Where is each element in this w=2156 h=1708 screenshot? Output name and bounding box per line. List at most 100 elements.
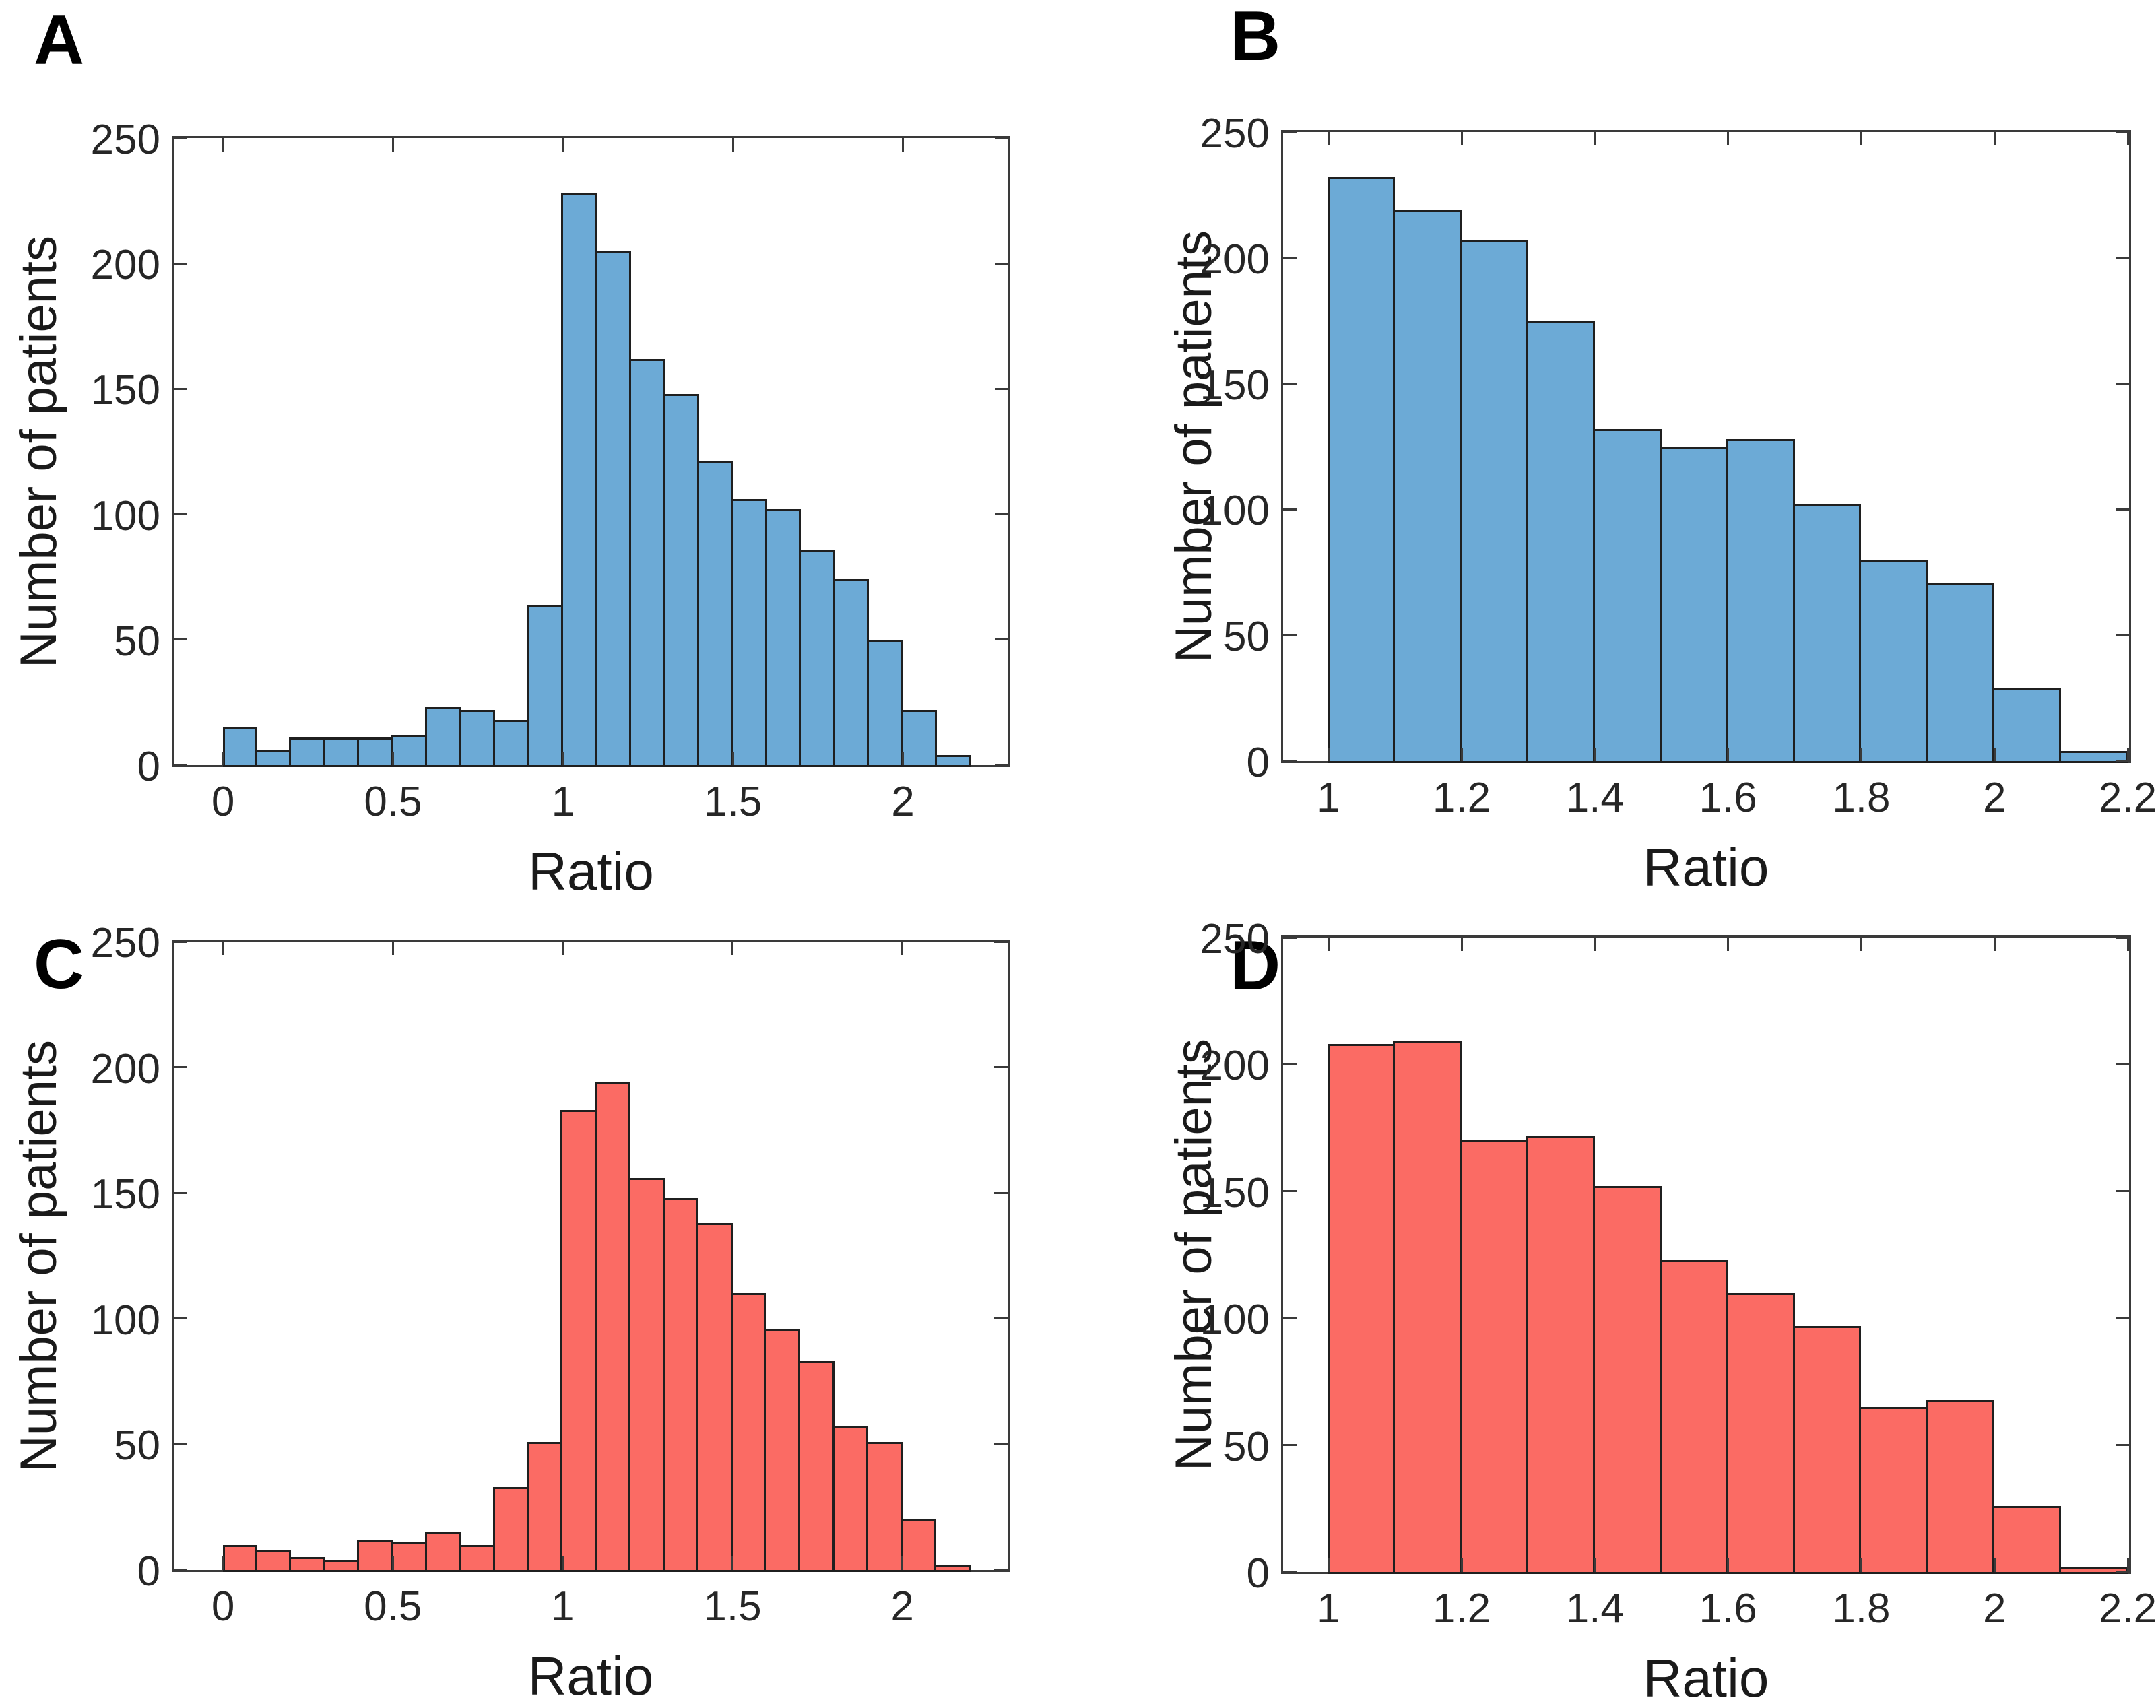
x-tick-label: 2.2 xyxy=(2098,1585,2156,1632)
histogram-bar xyxy=(730,1293,766,1572)
histogram-bar xyxy=(1526,1135,1595,1574)
axis-tick xyxy=(902,752,905,765)
axis-tick xyxy=(1727,748,1730,761)
y-tick-label: 0 xyxy=(137,1548,160,1595)
axis-tick xyxy=(731,752,734,765)
histogram-bar xyxy=(391,735,427,767)
x-tick-label: 1.4 xyxy=(1565,775,1624,821)
x-tick-label: 2.2 xyxy=(2098,775,2156,821)
axis-tick xyxy=(1327,748,1330,761)
histogram-bar xyxy=(492,719,529,767)
x-axis-label: Ratio xyxy=(527,1646,654,1706)
histogram-bar xyxy=(1460,240,1528,763)
axis-tick xyxy=(1283,1190,1297,1193)
histogram-bar xyxy=(526,1441,563,1572)
axis-tick xyxy=(1727,1558,1730,1572)
axis-tick xyxy=(174,638,187,641)
axis-tick xyxy=(1327,1558,1330,1572)
axis-tick xyxy=(1860,938,1862,951)
axis-tick xyxy=(1327,938,1330,951)
axis-tick xyxy=(1993,132,1996,145)
axis-tick xyxy=(902,138,905,152)
axis-tick xyxy=(994,1066,1008,1069)
y-tick-label: 50 xyxy=(1223,614,1270,661)
histogram-bar xyxy=(696,461,733,767)
panel-letter: C xyxy=(34,925,86,1004)
axis-tick xyxy=(1460,1558,1463,1572)
axis-tick xyxy=(995,262,1008,265)
axis-tick xyxy=(1594,748,1596,761)
histogram-bar xyxy=(289,737,325,767)
histogram-bar xyxy=(527,604,563,767)
axis-tick xyxy=(2116,131,2129,133)
x-tick-label: 0 xyxy=(211,1583,235,1630)
histogram-bar xyxy=(323,737,360,767)
x-tick-label: 2 xyxy=(1982,775,2006,821)
y-tick-label: 250 xyxy=(90,920,160,966)
axis-tick xyxy=(1860,748,1862,761)
axis-tick xyxy=(2116,1317,2129,1319)
x-axis-label: Ratio xyxy=(528,841,654,901)
histogram-bar xyxy=(288,1557,325,1572)
x-tick-label: 2 xyxy=(891,779,915,825)
axis-tick xyxy=(1460,132,1463,145)
axis-tick xyxy=(1283,131,1297,133)
y-tick-label: 100 xyxy=(1200,488,1270,535)
axis-tick xyxy=(2116,760,2129,762)
histogram-bar xyxy=(1926,582,1995,763)
x-tick-label: 1 xyxy=(551,1583,575,1630)
axis-tick xyxy=(391,1556,394,1570)
histogram-bar xyxy=(901,710,937,767)
axis-tick xyxy=(2126,748,2129,761)
x-tick-label: 1 xyxy=(551,779,575,825)
axis-tick xyxy=(174,262,187,265)
y-tick-label: 0 xyxy=(1246,740,1270,786)
histogram-bar xyxy=(323,1560,359,1572)
histogram-bar xyxy=(459,1544,495,1572)
axis-tick xyxy=(562,138,564,152)
axis-tick xyxy=(901,1556,904,1570)
histogram-bar xyxy=(764,509,802,767)
axis-tick xyxy=(1283,1444,1297,1447)
histogram-bar xyxy=(1726,438,1795,763)
axis-tick xyxy=(222,1556,224,1570)
axis-tick xyxy=(174,1066,187,1069)
histogram-bar xyxy=(1992,1506,2062,1574)
axis-tick xyxy=(174,1569,187,1571)
axis-tick xyxy=(2116,634,2129,636)
axis-tick xyxy=(1283,760,1297,762)
histogram-bar xyxy=(663,393,699,767)
histogram-bar xyxy=(866,1441,903,1572)
axis-tick xyxy=(222,752,224,765)
histogram-bar xyxy=(1792,1325,1862,1574)
histogram-bar xyxy=(2059,751,2128,763)
histogram-bar xyxy=(867,639,903,767)
axis-tick xyxy=(1993,1558,1996,1572)
histogram-bar xyxy=(424,1532,461,1572)
axis-tick xyxy=(1594,132,1596,145)
axis-tick xyxy=(222,942,224,955)
histogram-bar xyxy=(628,358,665,767)
x-tick-label: 1.5 xyxy=(704,779,762,825)
histogram-bar xyxy=(424,707,461,767)
axis-tick xyxy=(994,1443,1008,1445)
axis-tick xyxy=(731,1556,734,1570)
y-axis-label: Number of patients xyxy=(1165,230,1222,663)
x-tick-label: 1.2 xyxy=(1432,775,1491,821)
axis-tick xyxy=(2126,1558,2129,1572)
y-tick-label: 100 xyxy=(90,1296,160,1344)
y-tick-label: 200 xyxy=(1200,236,1270,283)
histogram-bar xyxy=(459,710,495,767)
x-tick-label: 1.6 xyxy=(1699,775,1757,821)
x-tick-label: 1.8 xyxy=(1832,775,1891,821)
y-tick-label: 150 xyxy=(1200,362,1270,409)
axis-tick xyxy=(995,387,1008,390)
y-tick-label: 0 xyxy=(1246,1550,1270,1597)
histogram-bar xyxy=(1328,1044,1396,1574)
x-tick-label: 1.4 xyxy=(1565,1585,1624,1632)
axis-tick xyxy=(174,1317,187,1320)
histogram-bar xyxy=(1460,1140,1528,1574)
histogram-bar xyxy=(492,1486,529,1572)
axis-tick xyxy=(222,138,224,152)
axis-tick xyxy=(1283,1317,1297,1319)
